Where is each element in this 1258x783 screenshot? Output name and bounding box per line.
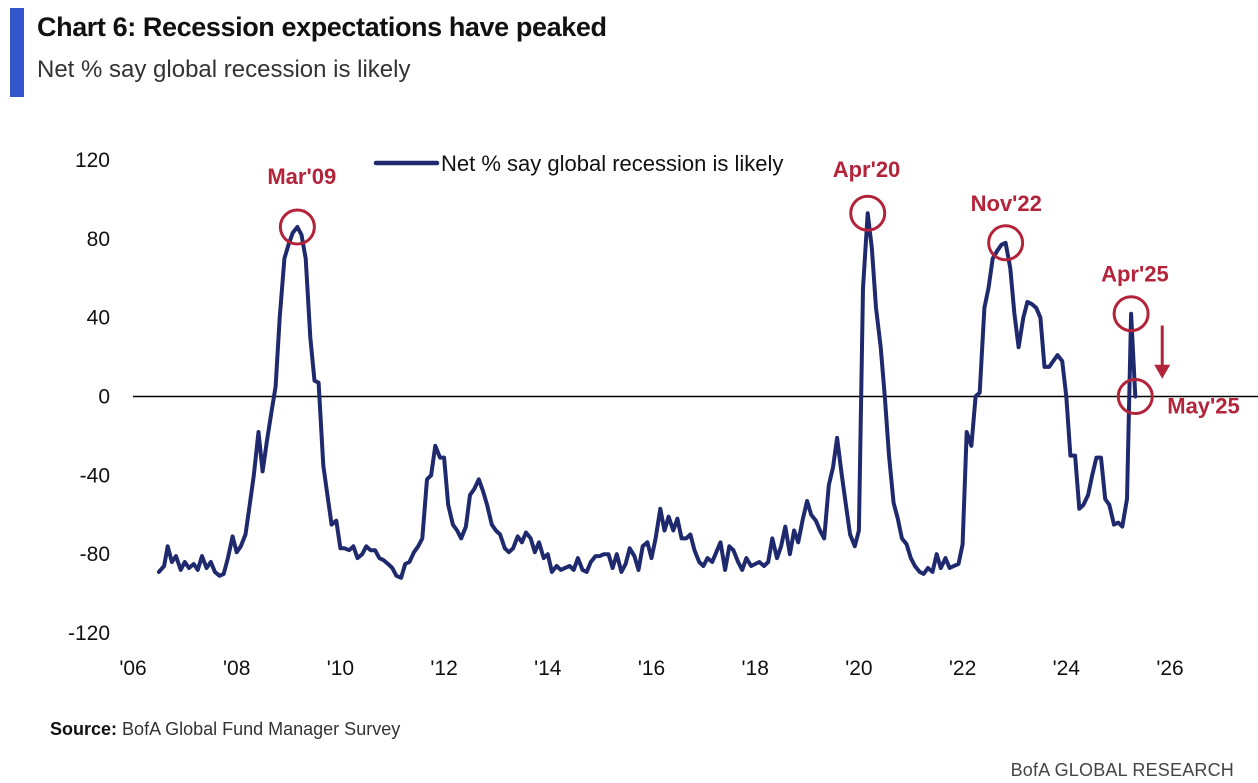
y-tick-label: -80 bbox=[80, 543, 110, 566]
x-tick-label: '10 bbox=[327, 657, 354, 680]
peak-annotation-label: May'25 bbox=[1167, 394, 1240, 419]
x-tick-label: '08 bbox=[223, 657, 250, 680]
y-tick-label: 80 bbox=[87, 228, 110, 251]
peak-marker-circle bbox=[987, 224, 1025, 262]
title-accent-bar bbox=[10, 8, 24, 97]
x-tick-label: '24 bbox=[1053, 657, 1081, 680]
brand-label: BofA GLOBAL RESEARCH bbox=[1010, 760, 1234, 780]
y-tick-label: 120 bbox=[75, 149, 110, 172]
peak-marker-circle bbox=[278, 208, 316, 246]
down-arrow-head bbox=[1154, 364, 1171, 379]
y-tick-label: -120 bbox=[68, 622, 110, 645]
y-tick-label: 40 bbox=[87, 307, 110, 330]
peak-marker-circle bbox=[1116, 378, 1154, 415]
peak-marker-circle bbox=[1112, 295, 1150, 333]
chart-subtitle: Net % say global recession is likely bbox=[37, 56, 411, 83]
x-tick-label: '22 bbox=[949, 657, 976, 680]
peak-annotation-label: Apr'25 bbox=[1101, 262, 1169, 287]
y-tick-label: 0 bbox=[98, 386, 110, 409]
peak-annotation-label: Mar'09 bbox=[267, 164, 336, 189]
x-tick-label: '16 bbox=[638, 657, 665, 680]
x-tick-label: '06 bbox=[119, 657, 146, 680]
x-tick-label: '14 bbox=[534, 657, 562, 680]
chart-plot: 120 80 40 0 -40 -80 -120 '06 '08 '10 '12 '14 '16 '18 '… bbox=[68, 149, 1258, 680]
peak-annotation-label: Apr'20 bbox=[833, 157, 901, 182]
chart-title: Chart 6: Recession expectations have pea… bbox=[37, 12, 607, 42]
source-text: BofA Global Fund Manager Survey bbox=[122, 719, 401, 739]
legend-label: Net % say global recession is likely bbox=[441, 151, 783, 176]
peak-annotation-label: Nov'22 bbox=[971, 191, 1042, 216]
x-tick-label: '26 bbox=[1156, 657, 1183, 680]
peak-marker-circle bbox=[849, 194, 887, 232]
y-tick-label: -40 bbox=[80, 464, 110, 487]
x-tick-label: '20 bbox=[845, 657, 872, 680]
series-line bbox=[156, 211, 1138, 580]
x-tick-label: '18 bbox=[742, 657, 769, 680]
source-label: Source: bbox=[50, 719, 118, 739]
x-tick-label: '12 bbox=[430, 657, 457, 680]
source-note: Source: BofA Global Fund Manager Survey bbox=[50, 719, 400, 740]
